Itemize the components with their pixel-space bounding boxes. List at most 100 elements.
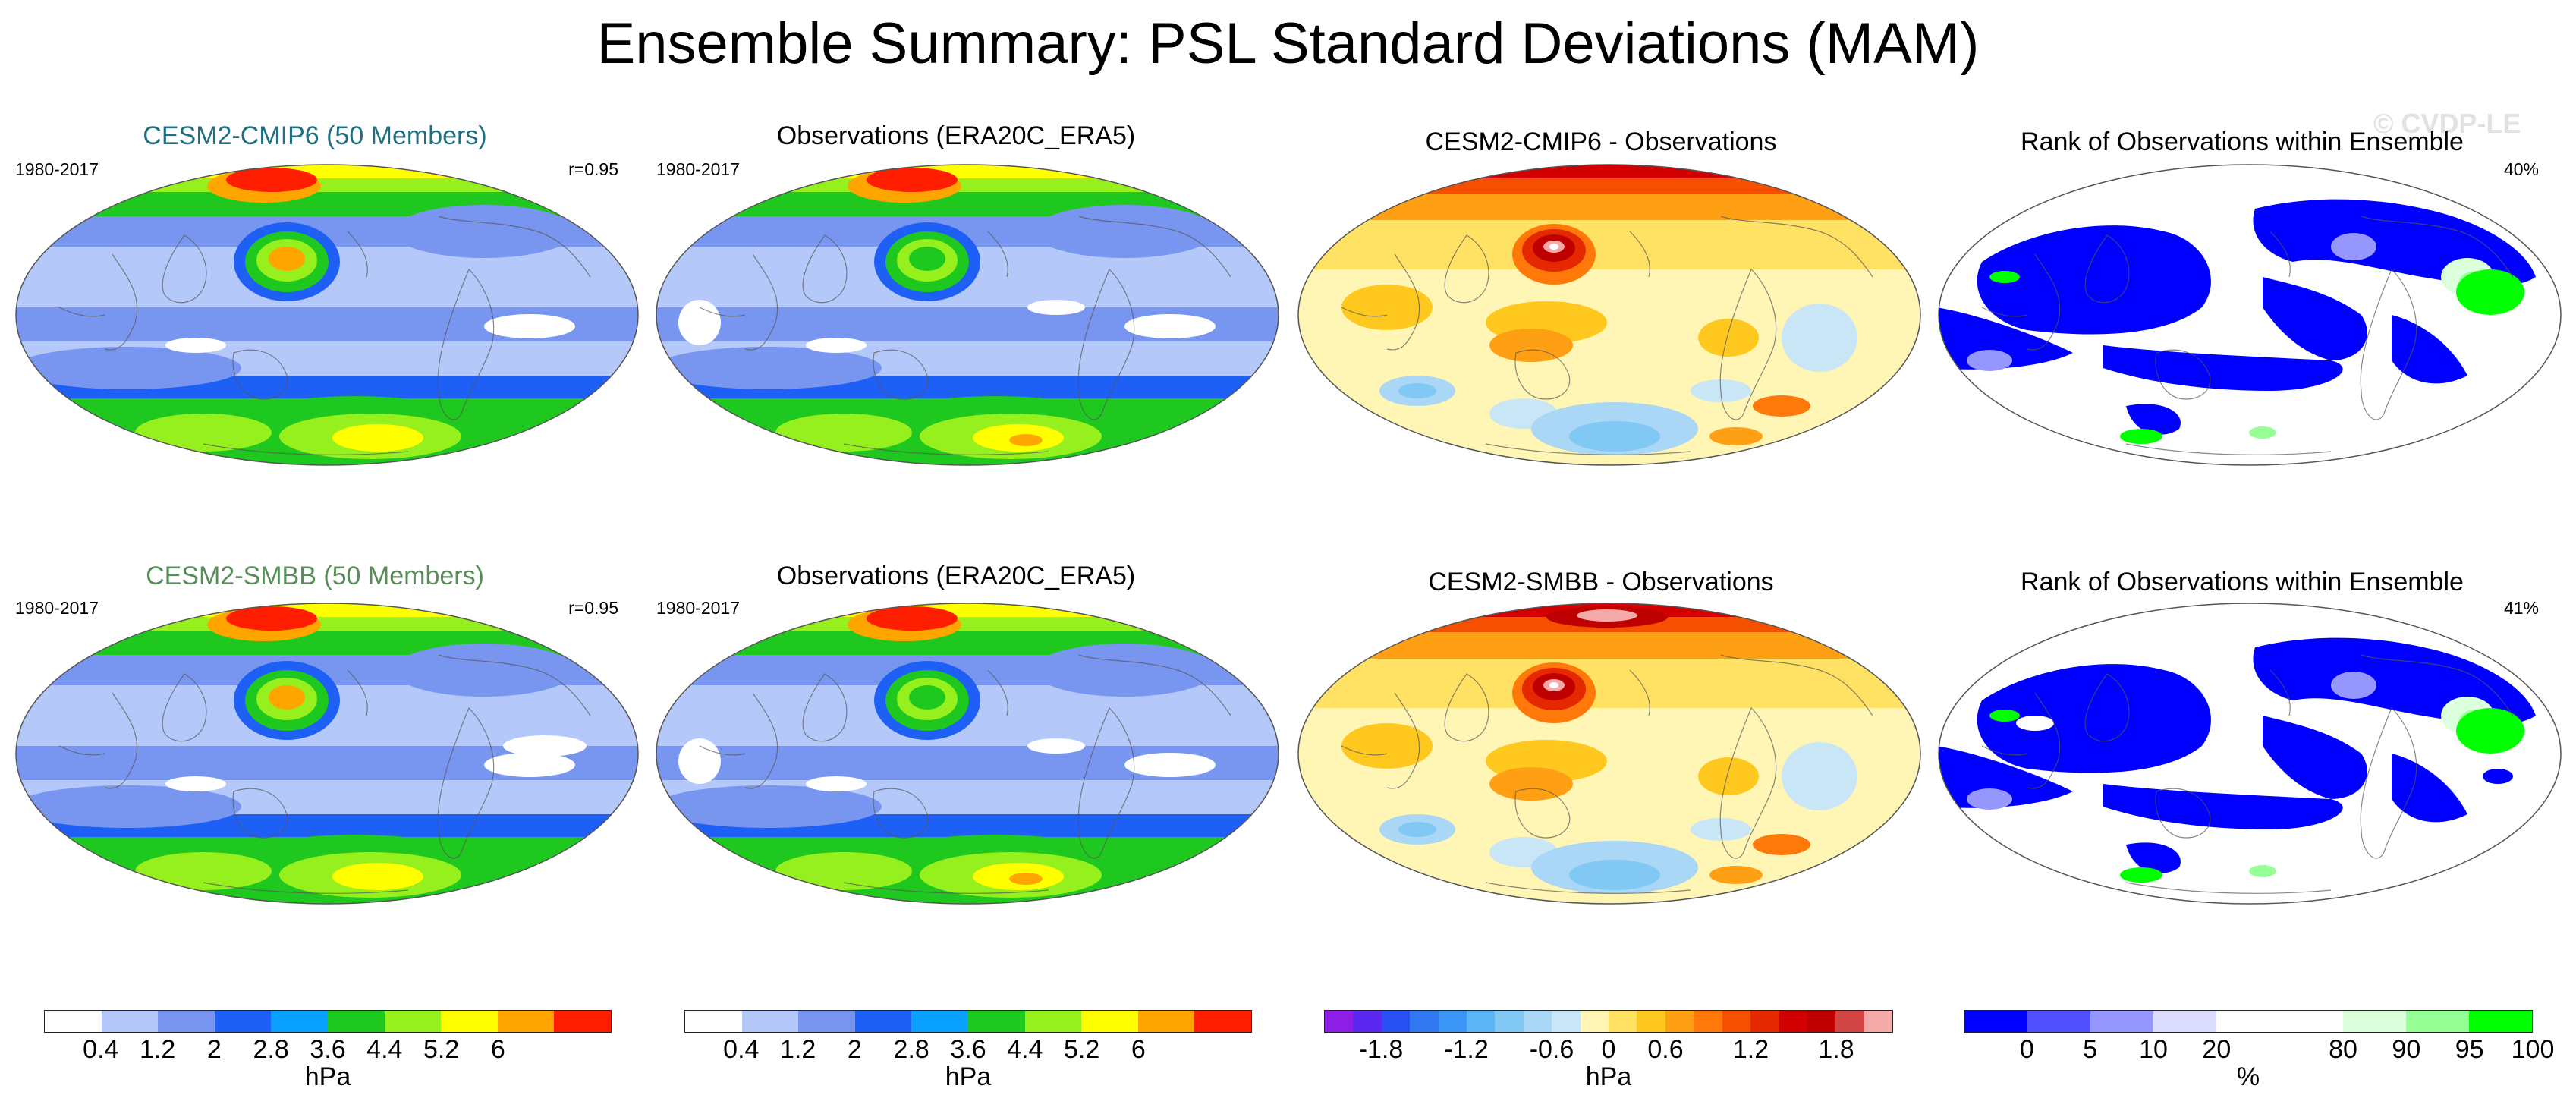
contour-region [1967, 788, 2012, 810]
coastline [1719, 268, 1777, 420]
coastline [203, 443, 409, 455]
colorbar-box [2279, 1011, 2343, 1032]
contour-region [1341, 285, 1433, 330]
coastline [2084, 234, 2130, 304]
period-label-r1c1: 1980-2017 [15, 159, 99, 179]
map-field [1939, 603, 2561, 904]
coastline [162, 234, 207, 304]
coastline [1078, 654, 1231, 716]
contour-region [656, 347, 882, 389]
coastline [987, 231, 1008, 278]
contour-region [1977, 664, 2211, 773]
coastline [1485, 443, 1691, 455]
contour-region [2249, 426, 2276, 439]
colorbar-tick-label: 5.2 [423, 1035, 460, 1064]
coastline [1981, 307, 2028, 317]
contour-band [656, 165, 1279, 178]
colorbar-box [158, 1011, 215, 1032]
period-label-r2c1: 1980-2017 [15, 598, 99, 618]
map-svg [1297, 164, 1921, 466]
colorbar-tick-label: 4.4 [1007, 1035, 1043, 1064]
map-r1c3 [1296, 163, 1923, 467]
contour-region [1709, 427, 1763, 445]
coastline [2027, 253, 2061, 351]
contour-region [484, 314, 575, 338]
colorbar-box [741, 1011, 799, 1032]
contour-region [1939, 746, 2073, 808]
coastline [1720, 216, 1873, 278]
map-r2c1 [14, 602, 640, 905]
colorbar-tick-label: -1.2 [1444, 1035, 1489, 1064]
contour-region [165, 776, 226, 791]
coastline [873, 788, 929, 839]
colorbar-ticks-diff: -1.8 -1.2 -0.6 0 0.6 1.2 1.8 [1324, 1035, 1893, 1065]
contour-region [393, 644, 575, 697]
coastline [104, 692, 138, 789]
coastline [437, 268, 495, 420]
contour-region [2016, 716, 2054, 731]
colorbar-tick-label: 1.2 [139, 1035, 176, 1064]
colorbar-box [441, 1011, 498, 1032]
map-svg [15, 164, 639, 466]
contour-region [1124, 314, 1216, 338]
map-outline [15, 603, 639, 905]
panel-title-r2c3: CESM2-SMBB - Observations [1428, 568, 1774, 596]
coastline [347, 669, 368, 716]
coastline [744, 253, 778, 351]
colorbar-std-model [44, 1010, 612, 1033]
map-r1c2 [654, 163, 1281, 467]
contour-region [2392, 754, 2467, 823]
contour-region [1698, 319, 1759, 357]
colorbar-box [1194, 1011, 1251, 1032]
map-r2c4 [1936, 602, 2563, 905]
colorbar-tick-label: 95 [2455, 1035, 2484, 1064]
colorbar-diff [1324, 1010, 1893, 1033]
panel-title-r1c1: CESM2-CMIP6 (50 Members) [143, 121, 487, 150]
coastline [2125, 443, 2332, 455]
colorbar-box [2216, 1011, 2280, 1032]
contour-region [775, 852, 912, 890]
colorbar-tick-label: 4.4 [366, 1035, 403, 1064]
colorbar-box [2153, 1011, 2217, 1032]
coastline [58, 307, 105, 317]
colorbar-tick-label: 2.8 [893, 1035, 929, 1064]
coastline [2155, 349, 2211, 400]
coastline [699, 745, 746, 756]
contour-region [1489, 767, 1573, 801]
coastline [1077, 268, 1135, 420]
contour-region [678, 300, 721, 345]
coastline [1719, 706, 1777, 859]
watermark: © CVDP-LE [2373, 108, 2521, 139]
map-svg [656, 603, 1279, 905]
contour-region [1782, 742, 1857, 810]
contour-region [269, 685, 305, 710]
contour-region [1753, 395, 1810, 417]
contour-region [1027, 300, 1085, 315]
map-field [1939, 165, 2561, 465]
colorbar-box [1807, 1011, 1836, 1032]
contour-region [369, 873, 402, 885]
contour-region [1009, 873, 1043, 885]
contour-region [678, 738, 721, 784]
colorbar-tick-label: 1.2 [1732, 1035, 1769, 1064]
contour-region [1549, 244, 1558, 250]
colorbar-tick-label: 100 [2511, 1035, 2555, 1064]
panel-title-r1c2: Observations (ERA20C_ERA5) [776, 121, 1136, 150]
map-r2c3 [1296, 602, 1923, 905]
colorbar-ticks-rank: 0 5 10 20 80 90 95 100 [1964, 1035, 2555, 1065]
contour-region [1977, 225, 2211, 335]
main-title: Ensemble Summary: PSL Standard Deviation… [596, 11, 1980, 76]
coastline [438, 216, 591, 278]
contour-region [2331, 233, 2376, 260]
coastline [843, 882, 1049, 894]
map-svg [1297, 603, 1921, 905]
coastline [2027, 692, 2061, 789]
contour-region [1398, 822, 1436, 837]
map-r1c4 [1936, 163, 2563, 467]
colorbar-tick-label: 1.2 [779, 1035, 816, 1064]
colorbar-tick-label: 2 [847, 1035, 862, 1064]
map-svg [1938, 603, 2562, 905]
coastline [1485, 882, 1691, 894]
contour-region [226, 606, 317, 631]
coastline [162, 673, 207, 742]
